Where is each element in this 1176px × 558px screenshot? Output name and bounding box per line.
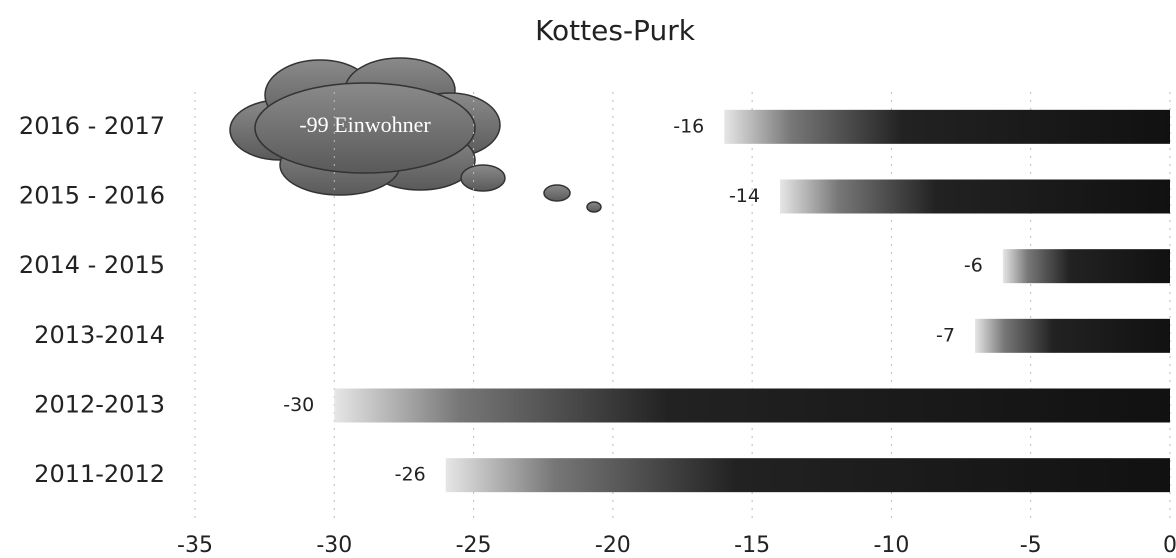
x-tick-label: 0 [1163, 533, 1176, 558]
x-tick-label: -5 [1020, 533, 1042, 558]
y-tick-label: 2016 - 2017 [19, 112, 165, 140]
value-label: -14 [729, 185, 760, 207]
x-tick-label: -35 [177, 533, 213, 558]
bar [724, 110, 1170, 144]
value-label: -16 [673, 115, 704, 137]
x-tick-label: -30 [316, 533, 352, 558]
bar [334, 389, 1170, 423]
value-label: -26 [395, 464, 426, 486]
bar [780, 180, 1170, 214]
value-label: -7 [936, 324, 955, 346]
y-tick-label: 2014 - 2015 [19, 251, 165, 279]
y-tick-label: 2012-2013 [34, 391, 165, 419]
x-tick-label: -25 [456, 533, 492, 558]
y-tick-label: 2015 - 2016 [19, 182, 165, 210]
x-tick-label: -10 [873, 533, 909, 558]
value-label: -30 [283, 394, 314, 416]
annotation: -99 Einwohner [299, 112, 431, 137]
bar [446, 458, 1170, 492]
x-tick-label: -20 [595, 533, 631, 558]
annotation-cloud: -99 Einwohner [230, 58, 601, 212]
chart-title: Kottes-Purk [535, 14, 696, 47]
value-label: -6 [964, 255, 983, 277]
x-tick-label: -15 [734, 533, 770, 558]
bar [1003, 249, 1170, 283]
bar [975, 319, 1170, 353]
y-tick-label: 2013-2014 [34, 321, 165, 349]
y-tick-label: 2011-2012 [34, 460, 165, 488]
chart: Kottes-Purk -99 Einwohner -35 -30 -25 -20 -1… [0, 0, 1176, 558]
